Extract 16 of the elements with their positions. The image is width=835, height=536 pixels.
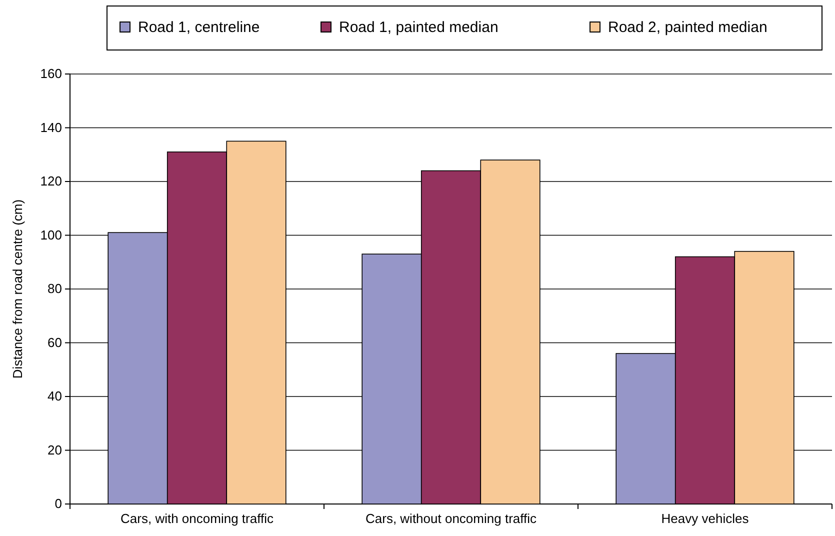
- y-tick-label: 40: [48, 388, 62, 404]
- x-tick-label: Cars, with oncoming traffic: [120, 511, 274, 526]
- y-axis-title: Distance from road centre (cm): [10, 199, 25, 379]
- y-tick-label: 160: [40, 66, 62, 82]
- y-tick-label: 120: [40, 174, 62, 189]
- y-tick-label: 100: [40, 227, 62, 242]
- y-tick-label: 140: [40, 120, 62, 135]
- legend-label: Road 2, painted median: [608, 19, 768, 36]
- y-tick-label: 60: [48, 334, 62, 350]
- y-tick-label: 0: [54, 496, 62, 512]
- x-tick-label: Cars, without oncoming traffic: [366, 511, 537, 526]
- legend-label: Road 1, centreline: [138, 19, 260, 36]
- x-tick-label: Heavy vehicles: [661, 511, 750, 526]
- y-tick-label: 80: [48, 281, 62, 296]
- legend-label: Road 1, painted median: [339, 19, 498, 36]
- y-tick-label: 20: [48, 442, 62, 458]
